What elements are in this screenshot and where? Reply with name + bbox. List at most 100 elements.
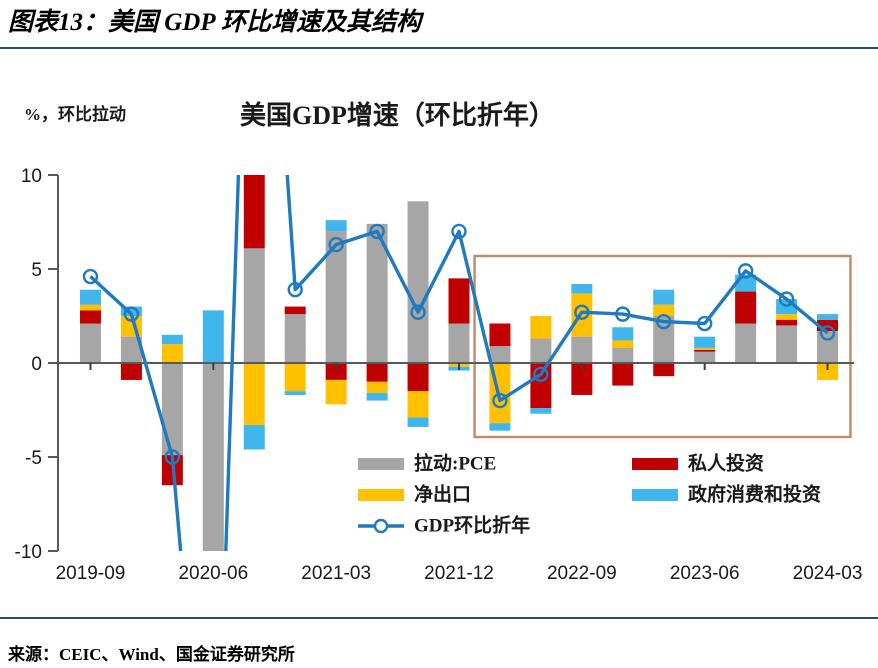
bar-segment [161, 363, 183, 456]
bar-group [817, 314, 839, 380]
bar-group [653, 289, 675, 377]
bar-segment [366, 393, 388, 401]
gdp-line-marker [615, 306, 631, 322]
bar-segment [694, 336, 716, 348]
x-axis-tick-label: 2023-06 [670, 563, 740, 584]
bar-group [776, 299, 798, 363]
legend-swatch [632, 489, 678, 501]
bar-segment [448, 278, 470, 324]
bar-segment [612, 347, 634, 363]
legend-swatch [632, 458, 678, 470]
bars-layer [79, 175, 839, 551]
page-title: 图表13：美国 GDP 环比增速及其结构 [8, 9, 421, 36]
bar-segment [653, 316, 675, 363]
bar-segment [243, 248, 265, 363]
footer-divider [0, 617, 878, 619]
chart-title: 美国GDP增速（环比折年） [240, 101, 555, 130]
bar-group [735, 274, 757, 363]
bar-group [366, 223, 388, 401]
bar-segment [653, 304, 675, 316]
legend-item[interactable]: GDP环比折年 [358, 513, 530, 536]
y-axis-tick-label: 10 [21, 166, 42, 187]
legend-marker [373, 518, 389, 534]
bar-segment [161, 344, 183, 363]
bar-segment [79, 323, 101, 363]
bar-segment [530, 363, 552, 409]
source-note: 来源：CEIC、Wind、国金证券研究所 [8, 645, 295, 664]
bar-segment [243, 363, 265, 426]
bar-segment [325, 379, 347, 405]
bar-segment [79, 289, 101, 305]
bar-segment [243, 425, 265, 450]
gdp-line-marker [778, 291, 795, 307]
x-axis-tick-label: 2021-12 [424, 563, 494, 584]
bar-segment [407, 391, 429, 418]
x-axis-tick-label: 2020-06 [178, 563, 248, 584]
bar-segment [735, 291, 757, 324]
bar-segment [161, 334, 183, 345]
highlight-box [473, 254, 852, 439]
x-axis-tick-label: 2019-09 [56, 563, 126, 584]
axes [48, 174, 854, 552]
bar-group [120, 306, 142, 380]
bar-segment [448, 323, 470, 363]
x-axis-tick-label: 2021-03 [301, 563, 371, 584]
bar-group [284, 306, 306, 395]
legend-item[interactable]: 净出口 [358, 482, 471, 505]
x-tick-labels: 2019-09 2020-06 2021-03 2021-12 2022-09 2023-… [56, 563, 863, 584]
bar-segment [243, 175, 265, 249]
bar-segment [489, 346, 511, 363]
bar-segment [325, 220, 347, 232]
bar-group [243, 175, 265, 450]
bar-segment [366, 381, 388, 394]
y-axis-tick-label: -10 [15, 542, 42, 563]
gdp-line-marker [492, 392, 508, 409]
legend-label: 拉动:PCE [414, 451, 496, 474]
bar-segment [817, 363, 839, 380]
bar-segment [817, 331, 839, 363]
bar-segment [612, 340, 634, 348]
bar-segment [612, 327, 634, 341]
y-axis-tick-label: -5 [25, 448, 42, 469]
gdp-line-marker [656, 313, 672, 330]
bar-group [202, 310, 224, 551]
legend-item[interactable]: 私人投资 [632, 451, 764, 474]
legend-item[interactable]: 拉动:PCE [358, 451, 496, 474]
legend-swatch [358, 489, 404, 501]
gdp-line [89, 175, 829, 551]
y-axis-tick-label: 0 [31, 354, 42, 375]
gdp-line-marker [533, 366, 549, 382]
bar-segment [571, 284, 593, 294]
bar-segment [694, 351, 716, 363]
y-axis-unit-label: %，环比拉动 [24, 105, 126, 124]
bar-segment [653, 363, 675, 377]
bar-segment [202, 363, 224, 551]
bar-segment [530, 316, 552, 339]
legend-label: 私人投资 [688, 451, 764, 474]
gdp-line-marker [369, 223, 385, 240]
legend-item[interactable]: 政府消费和投资 [632, 482, 821, 505]
bar-group [571, 284, 593, 395]
bar-segment [776, 325, 798, 363]
x-axis-tick-label: 2022-09 [547, 563, 617, 584]
bar-segment [530, 408, 552, 414]
gdp-line-marker [451, 223, 467, 240]
bar-segment [284, 306, 306, 315]
bar-segment [366, 223, 388, 363]
bar-segment [489, 323, 511, 347]
gdp-line-marker [123, 306, 140, 322]
gdp-line-marker [819, 325, 836, 341]
legend-label: 政府消费和投资 [688, 482, 821, 505]
gdp-line-marker [287, 281, 303, 298]
bar-segment [489, 423, 511, 431]
bar-group [530, 316, 552, 414]
gdp-line-series [82, 175, 836, 551]
bar-group [407, 201, 429, 427]
bar-segment [571, 336, 593, 363]
title-divider [0, 47, 878, 49]
bar-segment [284, 391, 306, 395]
gdp-line-marker [410, 304, 426, 320]
bar-segment [776, 319, 798, 326]
